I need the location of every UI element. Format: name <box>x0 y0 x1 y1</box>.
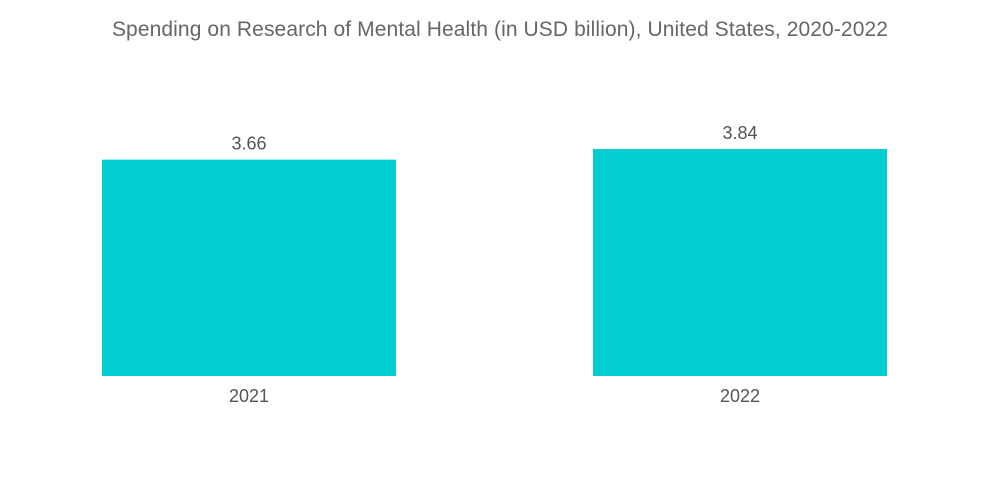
bar-2021 <box>102 159 396 376</box>
bar-2022 <box>593 149 887 376</box>
value-label-2021: 3.66 <box>231 134 266 154</box>
value-label-2022: 3.84 <box>722 123 757 143</box>
chart-title: Spending on Research of Mental Health (i… <box>111 18 889 41</box>
x-tick-label-2022: 2022 <box>720 386 760 406</box>
x-tick-label-2021: 2021 <box>229 386 269 406</box>
